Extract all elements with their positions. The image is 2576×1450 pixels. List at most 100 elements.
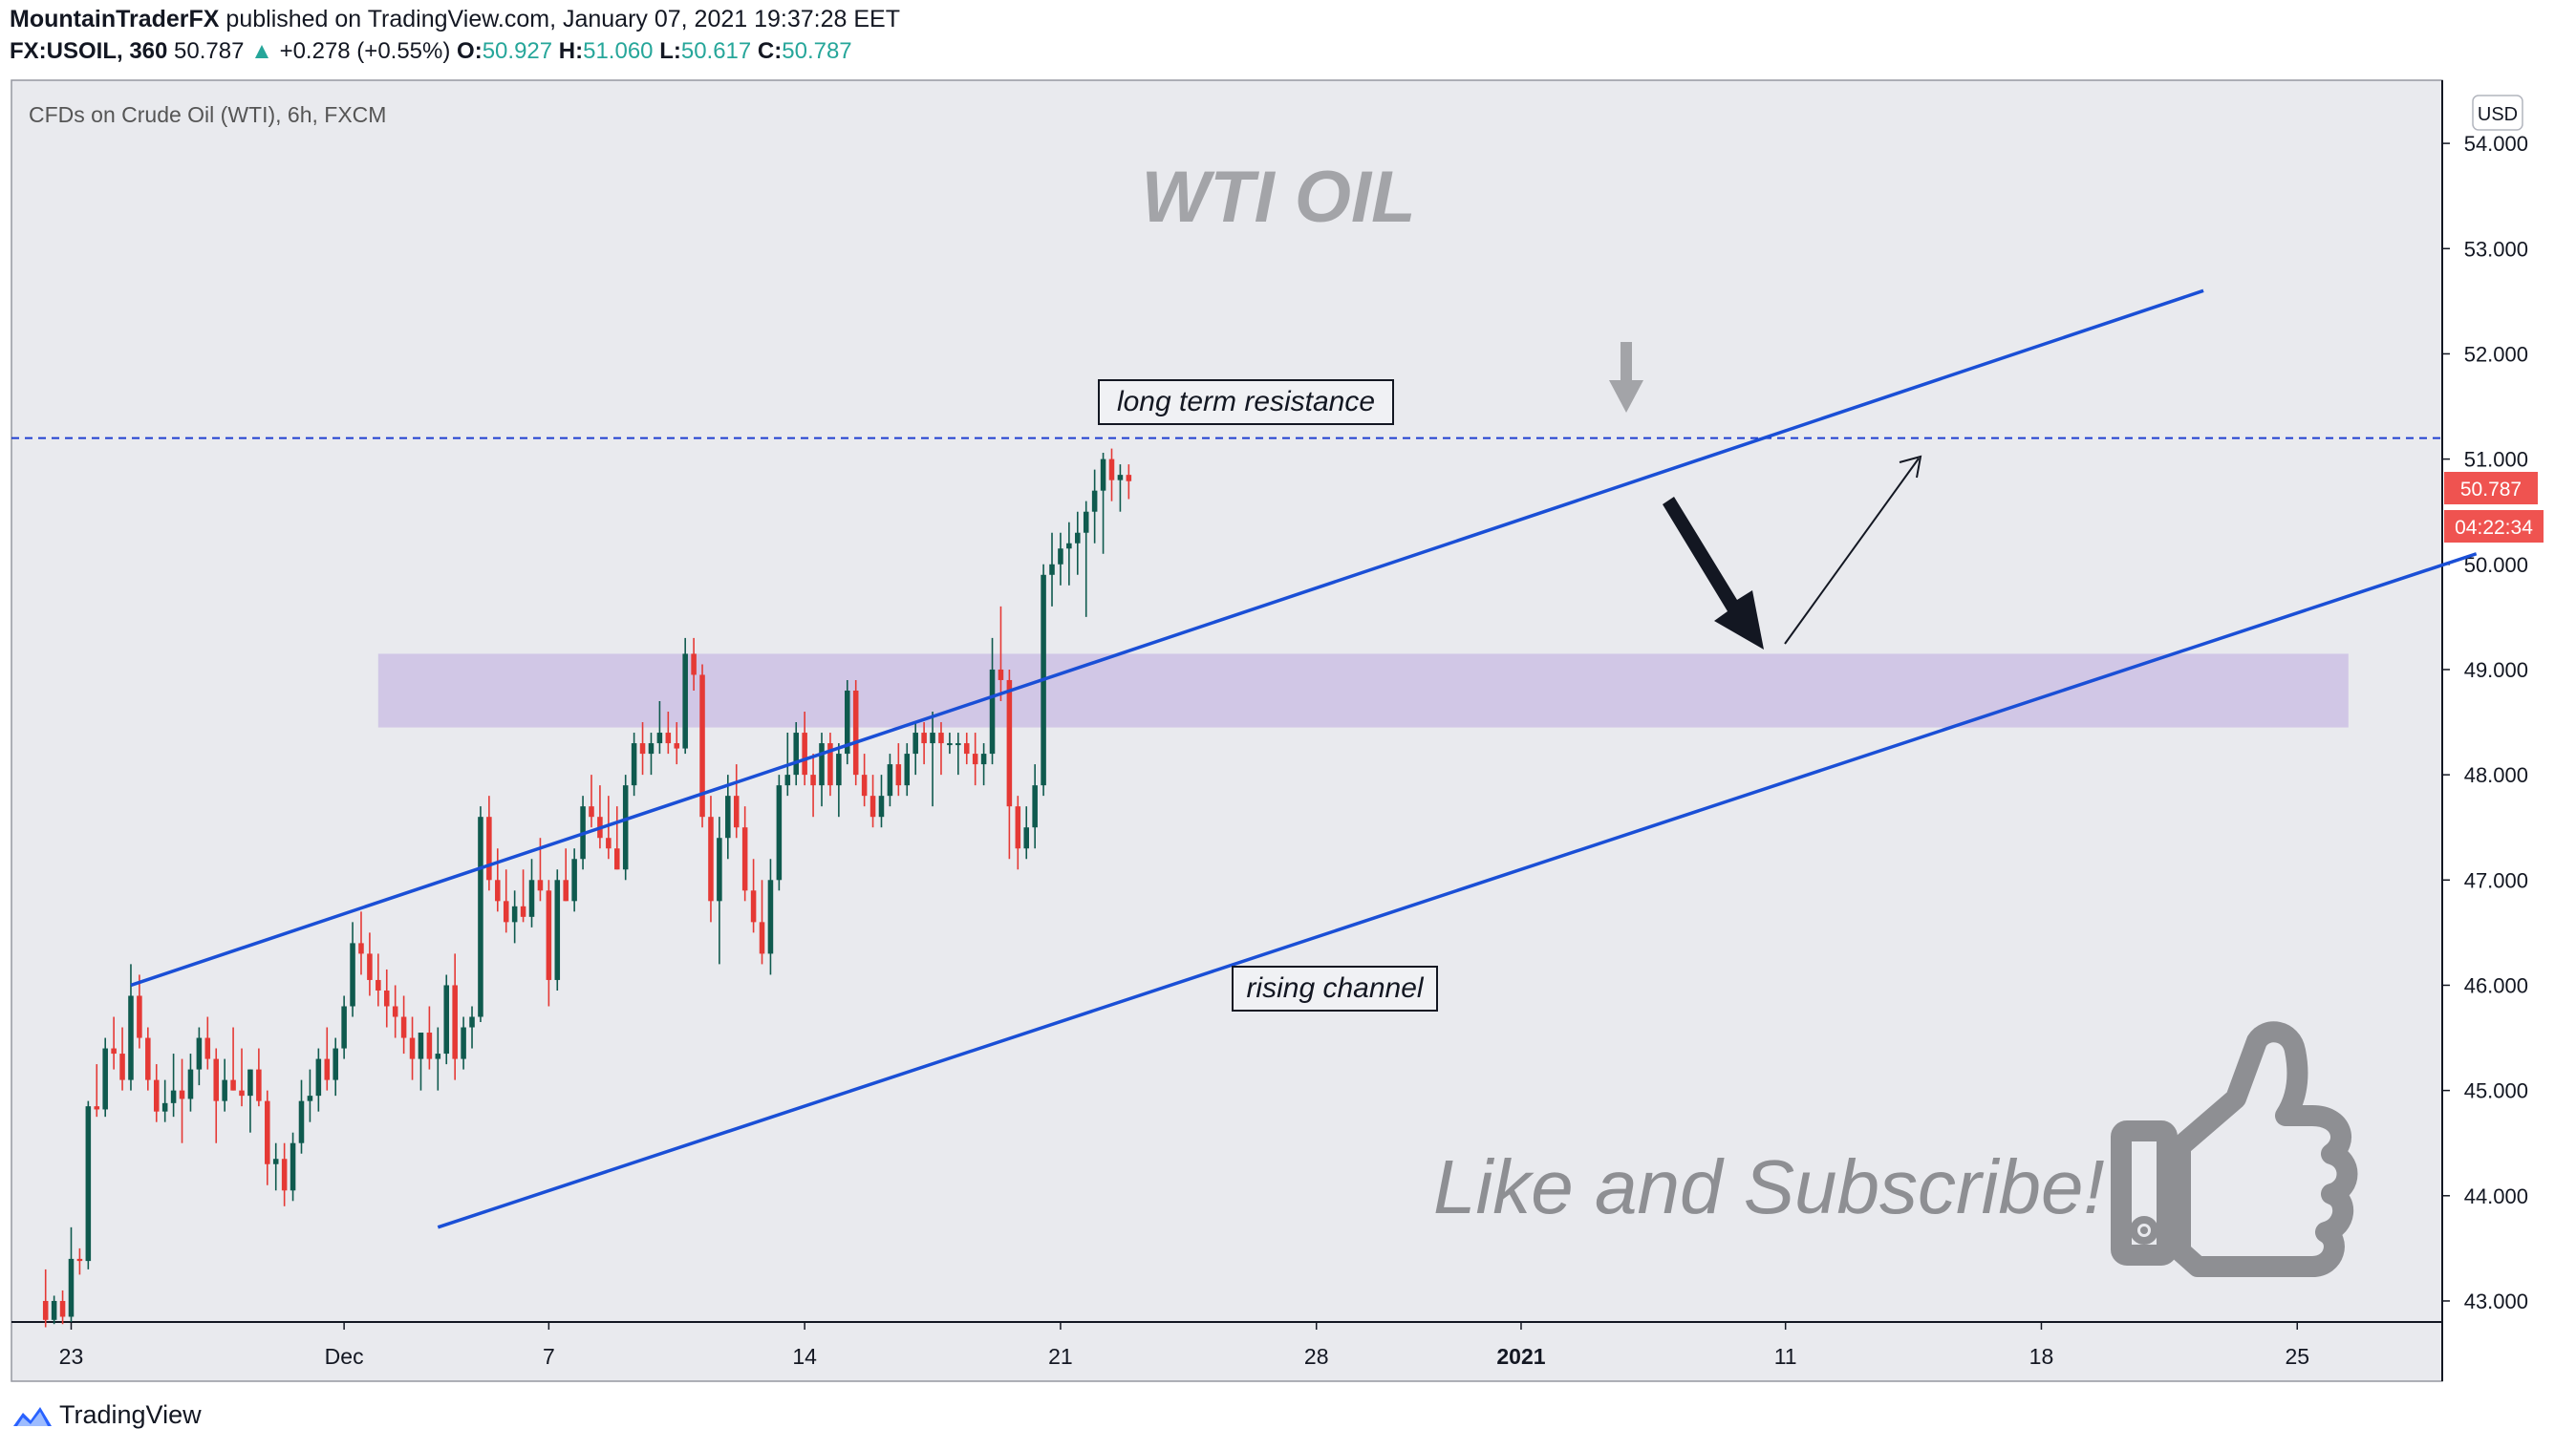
candle-body bbox=[469, 1016, 475, 1028]
y-tick-label: 43.000 bbox=[2464, 1290, 2528, 1313]
candle-body bbox=[767, 880, 774, 954]
channel-label: rising channel bbox=[1246, 972, 1424, 1004]
candle-body bbox=[187, 1069, 194, 1099]
candle-body bbox=[904, 754, 911, 786]
high-value: 51.060 bbox=[583, 38, 654, 64]
candle-body bbox=[409, 1037, 416, 1059]
candle-body bbox=[94, 1106, 100, 1110]
bearish-arrow bbox=[1663, 497, 1764, 650]
candle-body bbox=[478, 817, 483, 1017]
candle-body bbox=[1126, 475, 1132, 481]
candle-body bbox=[793, 733, 799, 776]
candle-body bbox=[102, 1048, 108, 1110]
watermark-text: Like and Subscribe! bbox=[1433, 1144, 2105, 1229]
candle-body bbox=[784, 775, 791, 786]
candle-body bbox=[230, 1079, 236, 1091]
candle-body bbox=[179, 1090, 185, 1099]
candle-body bbox=[486, 817, 492, 881]
x-tick-label: 18 bbox=[2029, 1344, 2054, 1369]
x-tick-label: 28 bbox=[1304, 1344, 1329, 1369]
last-price-tag: 50.787 bbox=[2444, 472, 2538, 504]
down-arrow-marker bbox=[1609, 342, 1643, 413]
candle-body bbox=[1049, 564, 1055, 575]
x-tick-label: 25 bbox=[2285, 1344, 2309, 1369]
candle-body bbox=[1100, 458, 1106, 491]
candle-body bbox=[85, 1106, 92, 1262]
y-tick-label: 46.000 bbox=[2464, 973, 2528, 997]
candle-body bbox=[878, 796, 885, 818]
candle-body bbox=[528, 880, 535, 917]
candle-body bbox=[1083, 511, 1089, 533]
thumbs-up-cuff bbox=[2111, 1120, 2178, 1266]
instrument-label: CFDs on Crude Oil (WTI), 6h, FXCM bbox=[29, 102, 386, 127]
x-tick-label: 14 bbox=[792, 1344, 817, 1369]
symbol-info: FX:USOIL, 360 50.787 ▲ +0.278 (+0.55%) O… bbox=[10, 38, 852, 65]
candle-body bbox=[307, 1096, 313, 1101]
candle-body bbox=[1015, 806, 1021, 849]
candle-body bbox=[921, 733, 927, 744]
last-price-tag-bg bbox=[2444, 472, 2538, 504]
candle-body bbox=[452, 985, 458, 1059]
candle-body bbox=[383, 990, 390, 1007]
x-tick-label: 11 bbox=[1774, 1344, 1797, 1369]
close-label: C: bbox=[757, 38, 783, 64]
price-change: +0.278 (+0.55%) bbox=[279, 38, 451, 64]
chart-frame bbox=[11, 79, 2443, 1382]
bullish-arrow bbox=[1784, 455, 1922, 645]
candle-body bbox=[631, 743, 637, 786]
y-tick-label: 45.000 bbox=[2464, 1079, 2528, 1103]
publish-text: published on TradingView.com, January 07… bbox=[225, 6, 900, 32]
candle-body bbox=[741, 827, 748, 891]
channel-lower-line bbox=[437, 552, 2478, 1229]
candle-body bbox=[819, 743, 825, 786]
chart-title: WTI OIL bbox=[1141, 157, 1415, 238]
author-name[interactable]: MountainTraderFX bbox=[10, 6, 220, 32]
last-price-tag-text: 50.787 bbox=[2460, 479, 2522, 501]
candle-body bbox=[980, 754, 987, 765]
symbol: FX:USOIL, 360 bbox=[10, 38, 168, 64]
candle-body bbox=[802, 733, 807, 776]
support-zone bbox=[377, 653, 2349, 728]
x-tick-label: 23 bbox=[59, 1344, 84, 1369]
countdown-tag: 04:22:34 bbox=[2444, 510, 2544, 543]
candle-body bbox=[606, 838, 612, 849]
channel-upper-line bbox=[130, 288, 2204, 988]
y-tick-label: 49.000 bbox=[2464, 658, 2528, 682]
tradingview-logo[interactable]: TradingView bbox=[13, 1400, 202, 1430]
high-label: H: bbox=[558, 38, 584, 64]
candle-body bbox=[717, 838, 722, 902]
candle-body bbox=[290, 1142, 296, 1191]
candle-body bbox=[1032, 785, 1038, 828]
thumbs-up-icon bbox=[2111, 1021, 2358, 1277]
candle-body bbox=[622, 785, 629, 870]
candle-body bbox=[239, 1090, 245, 1097]
candle-body bbox=[367, 953, 373, 980]
candle-body bbox=[265, 1100, 270, 1164]
candle-body bbox=[947, 743, 953, 746]
candle-body bbox=[589, 806, 594, 818]
candle-body bbox=[400, 1016, 407, 1038]
candle-body bbox=[128, 995, 134, 1080]
candle-body bbox=[272, 1159, 279, 1164]
candle-body bbox=[912, 733, 918, 755]
resistance-label-box: long term resistance bbox=[1098, 379, 1394, 425]
candle-body bbox=[955, 743, 961, 746]
open-value: 50.927 bbox=[482, 38, 553, 64]
candle-body bbox=[520, 906, 526, 917]
publish-info: MountainTraderFX published on TradingVie… bbox=[10, 6, 900, 33]
candle-body bbox=[443, 985, 450, 1055]
candle-body bbox=[682, 653, 688, 749]
candle-body bbox=[1108, 458, 1115, 480]
candle-body bbox=[1058, 548, 1063, 565]
bullish-arrow-head bbox=[1899, 455, 1922, 479]
candle-body bbox=[51, 1300, 57, 1320]
candle-body bbox=[503, 901, 509, 923]
candle-body bbox=[137, 995, 142, 1038]
currency-button[interactable]: USD bbox=[2472, 95, 2523, 131]
candle-body bbox=[461, 1027, 466, 1059]
open-label: O: bbox=[457, 38, 483, 64]
candle-body bbox=[546, 890, 552, 980]
candle-body bbox=[68, 1258, 75, 1317]
candle-body bbox=[76, 1258, 83, 1262]
